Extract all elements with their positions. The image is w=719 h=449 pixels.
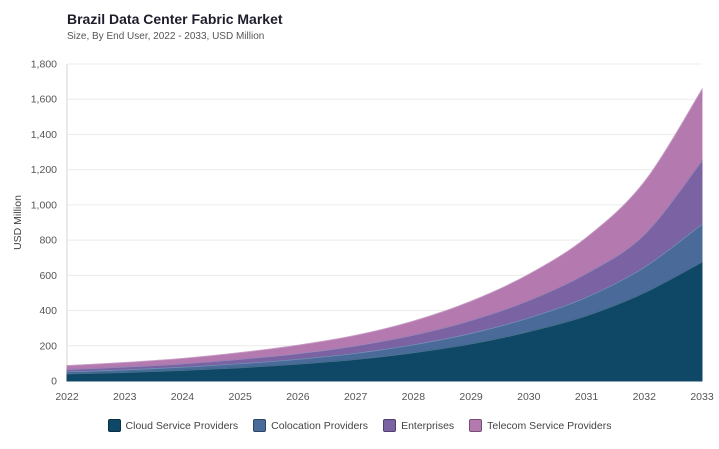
y-tick-label: 1,600 [31, 94, 57, 106]
legend-item: Telecom Service Providers [469, 419, 611, 432]
x-tick-label: 2030 [517, 391, 541, 403]
y-tick-label: 0 [51, 376, 57, 388]
y-tick-label: 1,200 [31, 164, 57, 176]
legend-label: Colocation Providers [271, 419, 369, 432]
line-cloud-service-providers [66, 261, 703, 375]
line-colocation-providers [66, 223, 703, 373]
x-tick-label: 2027 [344, 391, 368, 403]
legend-label: Telecom Service Providers [487, 419, 612, 432]
y-tick-label: 1,800 [31, 59, 57, 71]
line-telecom-service-providers [66, 89, 703, 367]
x-tick-label: 2032 [633, 391, 657, 403]
chart-title: Brazil Data Center Fabric Market [67, 11, 283, 27]
legend-swatch [469, 419, 483, 432]
area-cloud-service-providers [66, 261, 703, 382]
legend-swatch [383, 419, 397, 432]
y-tick-label: 400 [39, 305, 57, 317]
y-axis-title: USD Million [12, 195, 24, 250]
x-tick-label: 2028 [402, 391, 426, 403]
legend-label: Enterprises [401, 419, 455, 432]
x-tick-label: 2022 [55, 391, 79, 403]
chart-subtitle: Size, By End User, 2022 - 2033, USD Mill… [67, 31, 265, 42]
chart-legend: Cloud Service Providers Colocation Provid… [0, 419, 719, 432]
y-tick-label: 1,000 [31, 199, 57, 211]
legend-swatch [107, 419, 121, 432]
x-tick-label: 2031 [575, 391, 599, 403]
legend-item: Colocation Providers [253, 419, 368, 432]
y-tick-label: 200 [39, 340, 57, 352]
y-tick-label: 800 [39, 235, 57, 247]
legend-label: Cloud Service Providers [125, 419, 239, 432]
y-tick-label: 1,400 [31, 129, 57, 141]
x-tick-label: 2025 [229, 391, 253, 403]
y-tick-label: 600 [39, 270, 57, 282]
x-tick-label: 2024 [171, 391, 195, 403]
x-tick-label: 2029 [459, 391, 483, 403]
x-tick-label: 2033 [690, 391, 714, 403]
legend-item: Cloud Service Providers [107, 419, 239, 432]
line-enterprises [66, 160, 703, 370]
x-tick-label: 2026 [286, 391, 310, 403]
legend-item: Enterprises [383, 419, 454, 432]
legend-swatch [253, 419, 267, 432]
x-tick-label: 2023 [113, 391, 137, 403]
